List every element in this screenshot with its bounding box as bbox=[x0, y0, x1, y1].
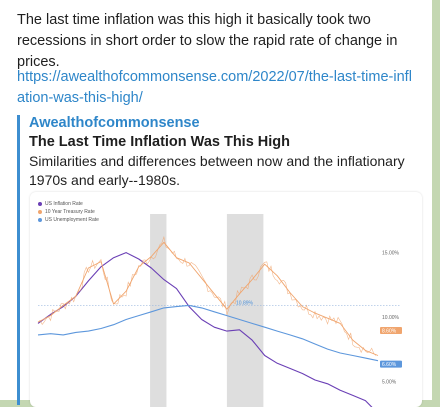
preview-chart-image[interactable]: 15.00% 10.00% 5.00% 10.89% 6.60% 8.60% US Inf… bbox=[30, 192, 422, 407]
message-text: The last time inflation was this high it… bbox=[17, 12, 398, 70]
legend-label-unemployment: US Unemployment Rate bbox=[45, 217, 99, 223]
end-badge-label-0: 6.60% bbox=[382, 362, 397, 368]
series-line-1 bbox=[37, 241, 379, 356]
recession-band-1 bbox=[226, 214, 264, 407]
recession-band-0 bbox=[150, 214, 167, 407]
message-link[interactable]: https://awealthofcommonsense.com/2022/07… bbox=[17, 69, 412, 106]
treasury-noise-line bbox=[37, 235, 377, 356]
legend-label-treasury: 10 Year Treasury Rate bbox=[45, 209, 95, 215]
series-line-0 bbox=[37, 252, 373, 407]
legend-item-inflation: US Inflation Rate bbox=[38, 200, 99, 208]
link-preview[interactable]: Awealthofcommonsense The Last Time Infla… bbox=[17, 115, 422, 407]
annotation-peak: 10.89% bbox=[236, 300, 254, 306]
preview-title: The Last Time Inflation Was This High bbox=[29, 134, 291, 150]
y-tick-label-1: 10.00% bbox=[382, 315, 400, 321]
end-badge-0 bbox=[380, 360, 402, 368]
chart-legend: US Inflation Rate 10 Year Treasury Rate … bbox=[38, 200, 99, 224]
chart-svg: 15.00% 10.00% 5.00% 10.89% 6.60% 8.60% bbox=[37, 214, 402, 407]
preview-description: Similarities and differences between now… bbox=[29, 153, 405, 188]
legend-dot-unemployment bbox=[38, 218, 42, 222]
end-badge-1 bbox=[380, 326, 402, 334]
legend-label-inflation: US Inflation Rate bbox=[45, 201, 83, 207]
legend-item-unemployment: US Unemployment Rate bbox=[38, 216, 99, 224]
y-tick-label-2: 5.00% bbox=[382, 379, 397, 385]
series-line-2 bbox=[37, 304, 379, 362]
preview-site-name: Awealthofcommonsense bbox=[29, 115, 200, 131]
y-tick-label-0: 15.00% bbox=[382, 251, 400, 257]
legend-dot-inflation bbox=[38, 202, 42, 206]
end-badge-label-1: 8.60% bbox=[382, 328, 397, 334]
scrollbar-track[interactable] bbox=[432, 0, 440, 400]
legend-dot-treasury bbox=[38, 210, 42, 214]
legend-item-treasury: 10 Year Treasury Rate bbox=[38, 208, 99, 216]
